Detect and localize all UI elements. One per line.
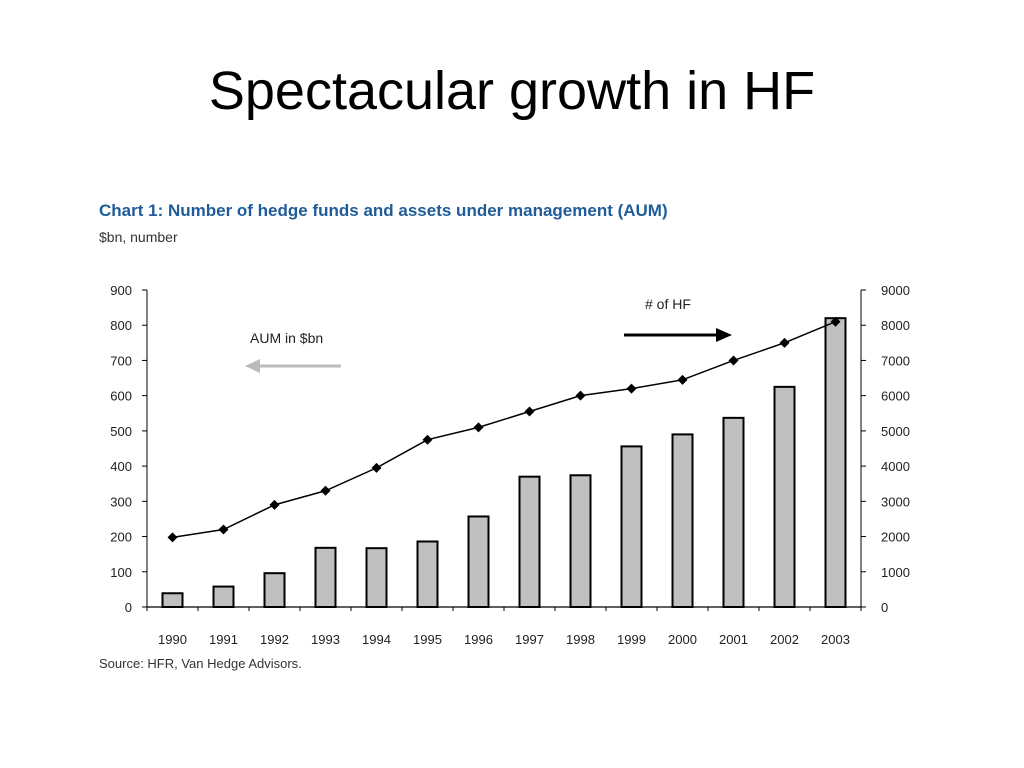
arrow-left-icon bbox=[245, 359, 260, 373]
left-tick-label: 900 bbox=[110, 283, 132, 298]
hf-count-point bbox=[473, 422, 484, 433]
left-tick-label: 500 bbox=[110, 424, 132, 439]
right-tick-label: 9000 bbox=[881, 283, 910, 298]
chart-axes: 0100200300400500600700800900010002000300… bbox=[110, 283, 910, 647]
aum-bar bbox=[671, 433, 694, 608]
left-tick-label: 0 bbox=[125, 600, 132, 615]
x-tick-label: 1999 bbox=[617, 632, 646, 647]
right-tick-label: 5000 bbox=[881, 424, 910, 439]
left-tick-label: 200 bbox=[110, 530, 132, 545]
aum-bar bbox=[620, 445, 643, 608]
hf-count-point bbox=[371, 462, 382, 473]
x-tick-label: 1997 bbox=[515, 632, 544, 647]
x-tick-label: 2002 bbox=[770, 632, 799, 647]
x-tick-label: 1993 bbox=[311, 632, 340, 647]
left-tick-label: 300 bbox=[110, 494, 132, 509]
hf-count-point bbox=[320, 485, 331, 496]
right-tick-label: 2000 bbox=[881, 530, 910, 545]
left-tick-label: 800 bbox=[110, 318, 132, 333]
right-tick-label: 7000 bbox=[881, 353, 910, 368]
aum-bar bbox=[569, 474, 592, 608]
right-tick-label: 6000 bbox=[881, 389, 910, 404]
x-tick-label: 2003 bbox=[821, 632, 850, 647]
aum-bar bbox=[518, 475, 541, 608]
aum-bar bbox=[824, 317, 847, 608]
x-tick-label: 2000 bbox=[668, 632, 697, 647]
aum-bar bbox=[314, 546, 337, 608]
x-tick-label: 1995 bbox=[413, 632, 442, 647]
aum-bar bbox=[263, 572, 286, 608]
aum-bar bbox=[722, 416, 745, 608]
left-tick-label: 400 bbox=[110, 459, 132, 474]
left-tick-label: 700 bbox=[110, 353, 132, 368]
right-tick-label: 4000 bbox=[881, 459, 910, 474]
right-tick-label: 8000 bbox=[881, 318, 910, 333]
right-tick-label: 3000 bbox=[881, 494, 910, 509]
right-tick-label: 0 bbox=[881, 600, 888, 615]
aum-bar bbox=[365, 547, 388, 609]
x-tick-label: 1996 bbox=[464, 632, 493, 647]
left-tick-label: 100 bbox=[110, 565, 132, 580]
hf-count-series-line bbox=[172, 321, 836, 539]
hf-count-point bbox=[524, 406, 535, 417]
x-tick-label: 1994 bbox=[362, 632, 391, 647]
arrow-right-icon bbox=[716, 328, 732, 342]
x-tick-label: 1991 bbox=[209, 632, 238, 647]
hf-count-line bbox=[167, 316, 841, 543]
hf-count-point bbox=[779, 337, 790, 348]
aum-bar bbox=[773, 385, 796, 608]
x-tick-label: 1992 bbox=[260, 632, 289, 647]
aum-bar bbox=[161, 592, 184, 608]
chart-annotations: AUM in $bn # of HF bbox=[245, 296, 732, 373]
x-tick-label: 2001 bbox=[719, 632, 748, 647]
aum-bar bbox=[212, 585, 235, 608]
aum-annotation-label: AUM in $bn bbox=[250, 330, 323, 346]
hf-annotation-label: # of HF bbox=[645, 296, 691, 312]
right-tick-label: 1000 bbox=[881, 565, 910, 580]
chart-source: Source: HFR, Van Hedge Advisors. bbox=[99, 656, 302, 671]
hf-count-point bbox=[167, 532, 178, 543]
aum-bar bbox=[467, 515, 490, 608]
hf-count-point bbox=[677, 374, 688, 385]
aum-bar bbox=[416, 540, 439, 609]
hf-count-point bbox=[626, 383, 637, 394]
hf-count-point bbox=[269, 499, 280, 510]
slide-title: Spectacular growth in HF bbox=[208, 61, 816, 121]
hf-count-point bbox=[218, 524, 229, 535]
left-tick-label: 600 bbox=[110, 389, 132, 404]
hf-count-point bbox=[728, 355, 739, 366]
chart-subtitle: $bn, number bbox=[99, 229, 178, 245]
aum-bars bbox=[161, 317, 847, 609]
chart-title: Chart 1: Number of hedge funds and asset… bbox=[99, 201, 668, 220]
x-tick-label: 1990 bbox=[158, 632, 187, 647]
x-tick-label: 1998 bbox=[566, 632, 595, 647]
hf-count-point bbox=[575, 390, 586, 401]
hf-count-point bbox=[422, 434, 433, 445]
hf-count-point bbox=[830, 316, 841, 327]
